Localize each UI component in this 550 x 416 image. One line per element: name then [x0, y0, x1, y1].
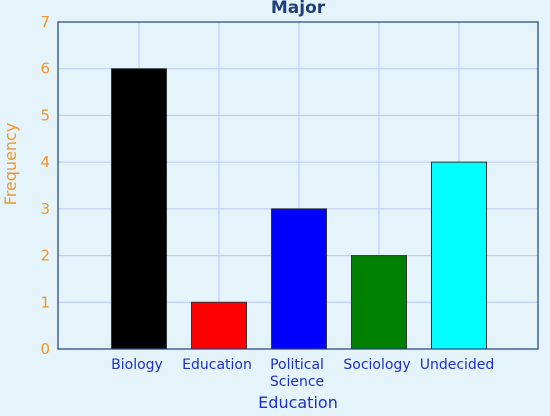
chart-title: Major	[271, 0, 326, 18]
y-tick-label: 4	[40, 153, 50, 171]
bar-political-science	[271, 208, 327, 350]
bar-education	[191, 301, 247, 350]
y-tick-label: 3	[40, 200, 50, 218]
plot-frame	[57, 21, 539, 350]
x-tick-label: Political Science	[270, 357, 324, 390]
bar-biology	[111, 68, 167, 350]
x-tick-labels: Biology Education Political Science Sociolog…	[111, 357, 494, 390]
x-axis-label: Education	[258, 393, 338, 412]
bar-undecided	[431, 161, 487, 350]
y-tick-label: 7	[40, 13, 50, 31]
y-tick-label: 0	[40, 340, 50, 358]
bars	[111, 68, 487, 350]
y-tick-label: 1	[40, 293, 50, 311]
y-tick-labels: 0 1 2 3 4 5 6 7	[40, 13, 50, 358]
y-tick-label: 6	[40, 60, 50, 78]
x-tick-label: Biology	[111, 357, 163, 373]
y-tick-label: 5	[40, 106, 50, 124]
x-tick-label: Undecided	[420, 357, 495, 373]
y-axis-label: Frequency	[1, 123, 20, 206]
y-tick-label: 2	[40, 247, 50, 265]
bar-sociology	[351, 255, 407, 350]
x-tick-label: Education	[182, 357, 252, 373]
x-tick-label: Sociology	[343, 357, 410, 373]
